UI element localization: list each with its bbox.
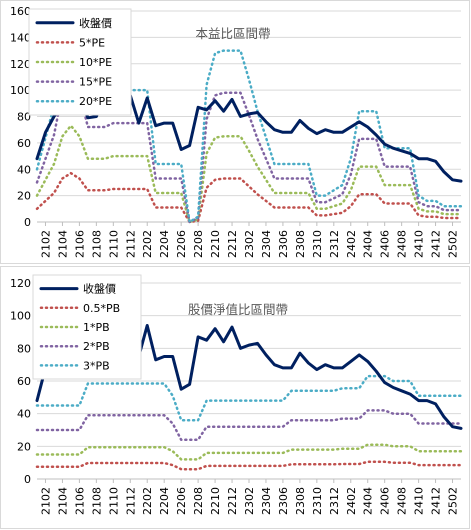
pb-x-tick-label: 2408 — [396, 487, 409, 515]
pb-x-tick-label: 2412 — [430, 487, 443, 515]
pb-x-tick-label: 2310 — [311, 487, 324, 515]
pb-y-tick-label: 0 — [24, 473, 31, 486]
pe-y-tick-label: 40 — [17, 163, 31, 176]
pe-x-tick-label: 2404 — [362, 230, 375, 258]
pb-y-tick-label: 20 — [17, 440, 31, 453]
pb-legend-label: 2*PB — [83, 340, 110, 353]
pb-x-tick-label: 2112 — [124, 487, 137, 515]
pb-x-tick-label: 2208 — [192, 487, 205, 515]
pe-band-chart-panel: 0 20 40 60 80 100 120 140 160 2102 2104 2106 2108 211… — [0, 0, 470, 264]
pb-x-tick-label: 2110 — [107, 487, 120, 515]
pb-x-tick-label: 2312 — [328, 487, 341, 515]
pe-x-tick-label: 2306 — [277, 230, 290, 258]
pe-series-line-2 — [35, 124, 463, 224]
pb-x-tick-label: 2404 — [362, 487, 375, 515]
pb-x-tick-label: 2202 — [141, 487, 154, 515]
pe-legend-label: 15*PE — [79, 76, 112, 89]
pb-x-tick-label: 2206 — [175, 487, 188, 515]
pb-series-line-2 — [35, 443, 463, 461]
pb-y-tick-label: 120 — [10, 277, 31, 290]
pb-band-chart-panel: 0 20 40 60 80 100 120 2102 2104 2106 2108 2110 2112 2… — [0, 266, 470, 529]
pe-x-tick-label: 2210 — [209, 230, 222, 258]
pb-x-tick-label: 2102 — [39, 487, 52, 515]
pb-x-tick-label: 2106 — [73, 487, 86, 515]
pb-legend-label: 1*PB — [83, 321, 110, 334]
pb-x-tick-label: 2212 — [226, 487, 239, 515]
pb-x-tick-label: 2304 — [260, 487, 273, 515]
pe-legend-label: 10*PE — [79, 56, 112, 69]
pe-x-tick-label: 2312 — [328, 230, 341, 258]
pe-x-tick-label: 2304 — [260, 230, 273, 258]
pb-x-tick-label: 2306 — [277, 487, 290, 515]
pb-series-line-4 — [35, 374, 463, 422]
pe-band-chart: 0 20 40 60 80 100 120 140 160 2102 2104 2106 2108 211… — [10, 5, 463, 258]
pe-y-tick-label: 100 — [10, 84, 31, 97]
pb-x-tick-label: 2104 — [56, 487, 69, 515]
pb-y-tick-label: 60 — [17, 375, 31, 388]
pe-legend-label: 收盤價 — [79, 16, 112, 30]
pe-x-tick-label: 2302 — [243, 230, 256, 258]
pb-x-tick-label: 2410 — [413, 487, 426, 515]
pe-series-line-1 — [35, 171, 463, 224]
pe-y-tick-label: 0 — [24, 216, 31, 229]
pe-x-tick-label: 2402 — [345, 230, 358, 258]
pb-legend-label: 3*PB — [83, 359, 110, 372]
pb-x-tick-label: 2302 — [243, 487, 256, 515]
pb-x-tick-label: 2204 — [158, 487, 171, 515]
pb-x-tick-label: 2108 — [90, 487, 103, 515]
pe-x-tick-label: 2408 — [396, 230, 409, 258]
pe-x-tick-label: 2206 — [175, 230, 188, 258]
pe-y-tick-label: 80 — [17, 111, 31, 124]
pb-x-tick-label: 2406 — [379, 487, 392, 515]
pe-legend-label: 5*PE — [79, 36, 105, 49]
pe-y-tick-label: 160 — [10, 5, 31, 18]
pe-x-tick-label: 2204 — [158, 230, 171, 258]
pe-x-tick-label: 2410 — [413, 230, 426, 258]
pe-chart-title: 本益比區間帶 — [195, 26, 270, 41]
pe-legend-label: 20*PE — [79, 95, 112, 108]
pb-legend-label: 0.5*PB — [83, 302, 120, 315]
pb-series-line-1 — [35, 460, 463, 471]
pb-x-tick-label: 2308 — [294, 487, 307, 515]
pe-x-tick-label: 2108 — [90, 230, 103, 258]
pb-chart-title: 股價淨值比區間帶 — [188, 302, 288, 317]
pe-x-tick-label: 2406 — [379, 230, 392, 258]
pe-x-tick-label: 2308 — [294, 230, 307, 258]
pe-x-tick-label: 2110 — [107, 230, 120, 258]
pe-x-tick-label: 2106 — [73, 230, 86, 258]
pb-y-tick-label: 100 — [10, 310, 31, 323]
pe-x-tick-label: 2502 — [447, 230, 460, 258]
pb-x-tick-label: 2402 — [345, 487, 358, 515]
pe-x-tick-label: 2112 — [124, 230, 137, 258]
pe-x-tick-label: 2212 — [226, 230, 239, 258]
pb-band-chart: 0 20 40 60 80 100 120 2102 2104 2106 2108 2110 2112 2… — [10, 274, 463, 515]
pb-y-tick-label: 80 — [17, 342, 31, 355]
pe-x-tick-label: 2102 — [39, 230, 52, 258]
pe-x-tick-label: 2208 — [192, 230, 205, 258]
pe-y-tick-label: 120 — [10, 58, 31, 71]
pe-x-tick-label: 2202 — [141, 230, 154, 258]
pe-x-tick-label: 2310 — [311, 230, 324, 258]
pb-series-line-3 — [35, 409, 463, 442]
pb-y-tick-label: 40 — [17, 408, 31, 421]
pb-x-tick-label: 2502 — [447, 487, 460, 515]
pe-y-tick-label: 140 — [10, 31, 31, 44]
pb-x-tick-label: 2210 — [209, 487, 222, 515]
pe-y-tick-label: 60 — [17, 137, 31, 150]
pb-legend-label: 收盤價 — [83, 282, 116, 296]
pe-y-tick-label: 20 — [17, 190, 31, 203]
pe-x-tick-label: 2412 — [430, 230, 443, 258]
pe-x-tick-label: 2104 — [56, 230, 69, 258]
